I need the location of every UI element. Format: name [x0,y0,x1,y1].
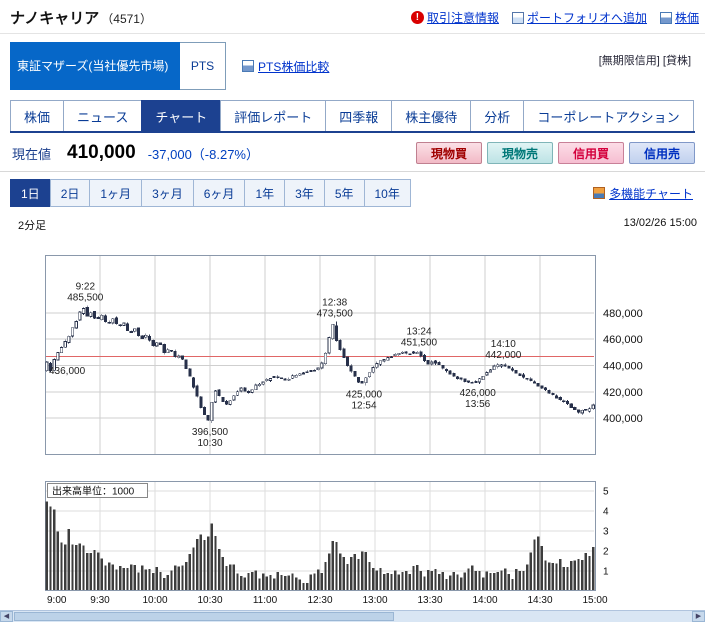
margin-buy-button[interactable]: 信用買 [558,142,624,164]
svg-text:15:00: 15:00 [582,595,607,606]
svg-text:1: 1 [603,567,609,578]
multi-chart-link[interactable]: 多機能チャート [593,185,693,202]
nav-tab-report[interactable]: 評価レポート [220,100,327,131]
stock-list-icon [659,11,672,24]
period-tab-1year[interactable]: 1年 [244,179,286,207]
svg-text:400,000: 400,000 [603,413,643,425]
svg-text:出来高単位：1000: 出来高単位：1000 [52,485,135,498]
period-tab-6month[interactable]: 6ヶ月 [192,179,246,207]
current-price-label: 現在値 [12,146,52,162]
nav-tab-news[interactable]: ニュース [63,100,143,131]
portfolio-icon [511,11,524,24]
svg-text:426,000: 426,000 [460,388,497,399]
nav-tab-corporate-action[interactable]: コーポレートアクション [523,100,694,131]
svg-text:451,500: 451,500 [401,337,438,348]
svg-text:13:24: 13:24 [406,326,431,337]
period-tabs: 1日 2日 1ヶ月 3ヶ月 6ヶ月 1年 3年 5年 10年 多機能チャート [10,179,695,207]
multi-chart-icon [593,187,606,199]
header-links: ! 取引注意情報 ポートフォリオへ追加 株価 [410,9,699,26]
svg-text:4: 4 [603,507,609,518]
cash-buy-button[interactable]: 現物買 [416,142,482,164]
credit-info: [無期限信用] [貸株] [598,55,691,67]
page-title: ナノキャリア [10,10,100,27]
market-tab-pts[interactable]: PTS [180,42,226,90]
period-tab-5year[interactable]: 5年 [323,179,365,207]
svg-text:485,500: 485,500 [67,293,104,304]
nav-tab-analysis[interactable]: 分析 [470,100,525,131]
nav-tabs: 株価 ニュース チャート 評価レポート 四季報 株主優待 分析 コーポレートアク… [10,100,695,133]
svg-text:11:00: 11:00 [253,595,278,606]
trade-alert-link-label[interactable]: 取引注意情報 [426,11,499,25]
svg-text:10:00: 10:00 [142,595,167,606]
svg-text:14:30: 14:30 [527,595,552,606]
order-buttons: 現物買 現物売 信用買 信用売 [416,142,695,164]
period-tab-10year[interactable]: 10年 [363,179,411,207]
current-price-value: 410,000 [67,142,136,163]
svg-text:9:22: 9:22 [76,282,96,293]
add-portfolio-link[interactable]: ポートフォリオへ追加 [511,9,647,26]
svg-text:14:10: 14:10 [491,339,516,350]
price-change: -37,000（-8.27%） [147,146,259,162]
svg-text:10:30: 10:30 [197,438,222,449]
svg-text:13:56: 13:56 [465,399,490,410]
margin-sell-button[interactable]: 信用売 [629,142,695,164]
chart-scrollbar[interactable]: ◀ ▶ [0,610,705,622]
svg-text:436,000: 436,000 [49,366,86,377]
svg-text:420,000: 420,000 [603,387,643,399]
pts-compare-link[interactable]: PTS株価比較 [242,58,329,75]
period-tab-1month[interactable]: 1ヶ月 [89,179,143,207]
volume-bar-chart: 5 4 3 2 1 出来高単位：1000 9:00 9:30 10:00 10:30 11:00 12… [45,481,705,607]
scroll-right-icon[interactable]: ▶ [692,611,705,622]
svg-text:396,500: 396,500 [192,427,229,438]
chart-timestamp: 13/02/26 15:00 [623,217,697,229]
svg-text:9:00: 9:00 [47,595,67,606]
stock-title: ナノキャリア （4571） [10,7,152,28]
pts-compare-link-label[interactable]: PTS株価比較 [258,59,330,74]
pts-chart-icon [242,60,254,72]
price-candlestick-chart: 480,000 460,000 440,000 420,000 400,000 9:22 4… [45,255,705,455]
svg-text:480,000: 480,000 [603,308,643,320]
stock-code: （4571） [101,12,152,26]
divider [0,171,705,172]
period-tab-3month[interactable]: 3ヶ月 [141,179,194,207]
interval-label: 2分足 [18,220,47,232]
scrollbar-thumb[interactable] [14,612,394,621]
svg-text:460,000: 460,000 [603,334,643,346]
svg-text:5: 5 [603,487,609,498]
svg-text:3: 3 [603,527,609,538]
svg-text:13:30: 13:30 [417,595,442,606]
scroll-left-icon[interactable]: ◀ [0,611,13,622]
svg-text:440,000: 440,000 [603,361,643,373]
svg-text:14:00: 14:00 [472,595,497,606]
svg-text:9:30: 9:30 [90,595,110,606]
trade-alert-link[interactable]: ! 取引注意情報 [410,9,499,26]
alert-icon: ! [410,11,424,24]
cash-sell-button[interactable]: 現物売 [487,142,553,164]
svg-text:473,500: 473,500 [317,308,354,319]
chart-header: 2分足 13/02/26 15:00 [18,217,697,233]
nav-tab-chart[interactable]: チャート [141,100,222,131]
period-tab-1day[interactable]: 1日 [10,179,51,207]
svg-text:442,000: 442,000 [485,350,522,361]
svg-text:12:54: 12:54 [351,400,376,411]
nav-tab-shikiho[interactable]: 四季報 [325,100,393,131]
svg-text:425,000: 425,000 [346,389,383,400]
svg-text:10:30: 10:30 [197,595,222,606]
stock-price-link-label[interactable]: 株価 [674,11,699,25]
period-tab-2day[interactable]: 2日 [49,179,91,207]
svg-text:12:38: 12:38 [322,297,347,308]
add-portfolio-link-label[interactable]: ポートフォリオへ追加 [526,11,647,25]
quote-row: 現在値 410,000 -37,000（-8.27%） 現物買 現物売 信用買 … [12,142,695,164]
page-header: ナノキャリア （4571） ! 取引注意情報 ポートフォリオへ追加 株価 [0,0,705,34]
stock-price-link[interactable]: 株価 [659,9,699,26]
svg-text:2: 2 [603,547,609,558]
multi-chart-link-label[interactable]: 多機能チャート [609,186,693,201]
nav-tab-yutai[interactable]: 株主優待 [391,100,472,131]
market-row: 東証マザーズ(当社優先市場) PTS PTS株価比較 [無期限信用] [貸株] [10,42,695,90]
nav-tab-stock[interactable]: 株価 [10,100,65,131]
market-tab-primary[interactable]: 東証マザーズ(当社優先市場) [10,42,180,90]
svg-text:12:30: 12:30 [307,595,332,606]
period-tab-3year[interactable]: 3年 [284,179,325,207]
svg-text:13:00: 13:00 [362,595,387,606]
